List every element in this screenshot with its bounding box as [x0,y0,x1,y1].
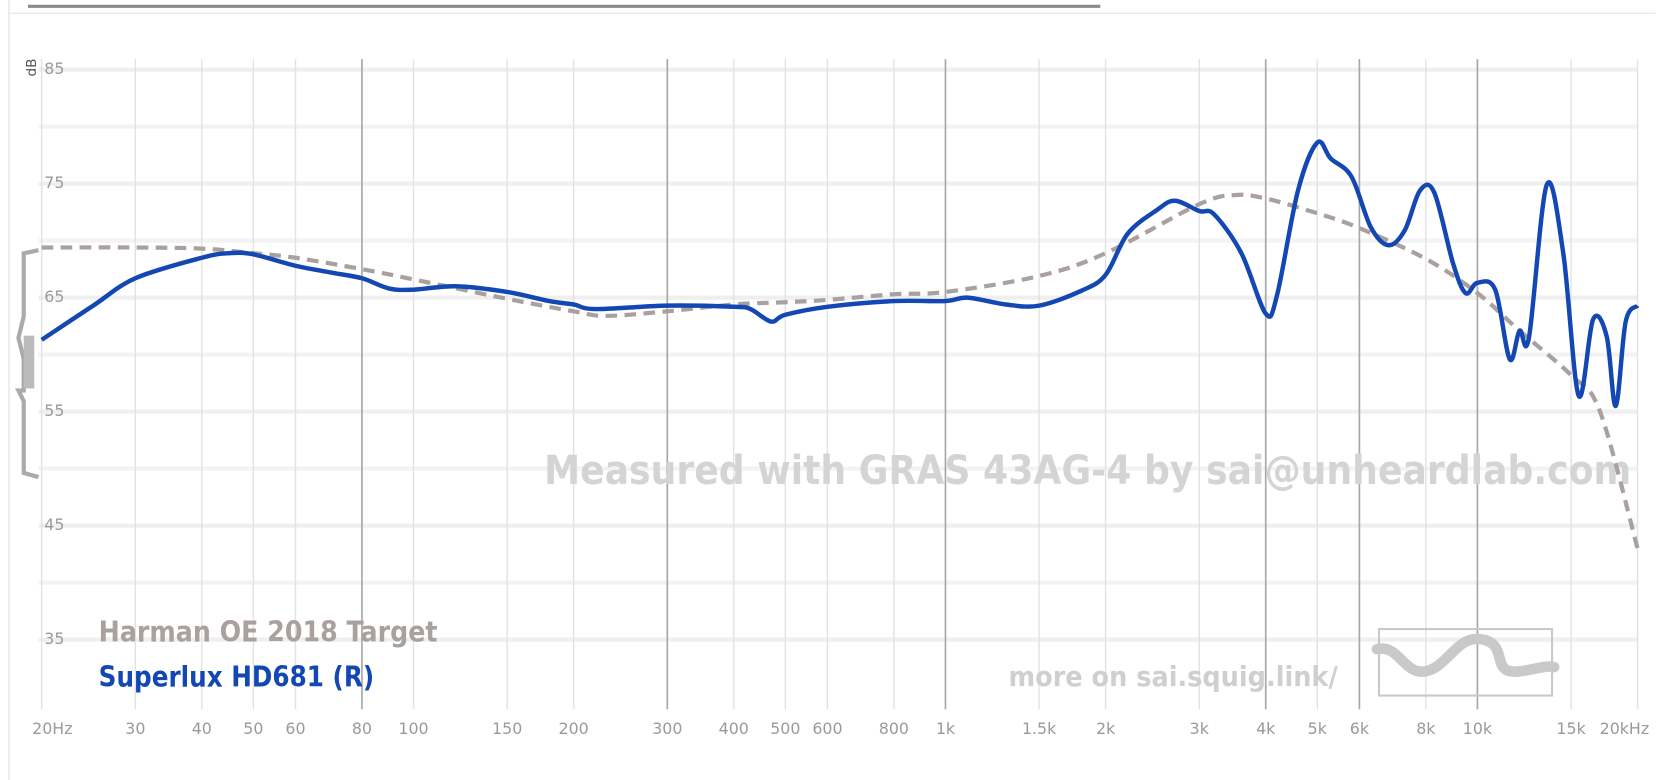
x-tick-label: 800 [879,719,909,738]
logo [1371,628,1560,697]
series-line [41,192,1640,549]
y-tick-label: 75 [44,173,64,192]
x-tick-label: 1k [936,719,956,738]
x-tick-label: 1.5k [1022,719,1057,738]
x-tick-label: 150 [492,719,522,738]
x-tick-label: 600 [812,719,842,738]
x-tick-label: 4k [1256,719,1276,738]
x-tick-label: 6k [1350,719,1370,738]
y-tick-label: 45 [44,515,64,534]
x-tick-label: 15k [1556,719,1586,738]
x-tick-label: 50 [243,719,263,738]
x-tick-label: 30 [125,719,145,738]
x-tick-label: 2k [1096,719,1116,738]
y-tick-label: 85 [44,59,64,78]
legend-entry[interactable]: Superlux HD681 (R) [99,661,374,694]
x-tick-label: 80 [352,719,372,738]
y-axis-label: dB [24,58,40,76]
x-tick-label: 10k [1463,719,1493,738]
plot-lines [40,139,1640,549]
x-tick-label: 500 [770,719,800,738]
watermark: Measured with GRAS 43AG-4 by sai@unheard… [544,448,1631,494]
x-tick-label: 400 [719,719,749,738]
x-tick-label: 8k [1416,719,1436,738]
y-tick-label: 55 [44,401,64,420]
x-tick-label: 5k [1308,719,1328,738]
x-tick-label: 100 [398,719,428,738]
x-tick-label: 60 [285,719,305,738]
y-tick-label: 65 [44,287,64,306]
x-tick-label: 3k [1190,719,1210,738]
x-tick-label: 300 [652,719,682,738]
source-link: more on sai.squig.link/ [1008,662,1338,693]
x-tick-label: 20Hz [32,719,72,738]
legend-entry[interactable]: Harman OE 2018 Target [99,615,438,648]
grid [38,59,1639,710]
y-tick-label: 35 [44,629,64,648]
range-handle-grip[interactable] [23,335,35,389]
x-tick-label: 20kHz [1600,719,1650,738]
x-tick-label: 200 [559,719,589,738]
series-line [40,139,1640,409]
logo-wave [1371,633,1560,677]
x-tick-label: 40 [192,719,212,738]
